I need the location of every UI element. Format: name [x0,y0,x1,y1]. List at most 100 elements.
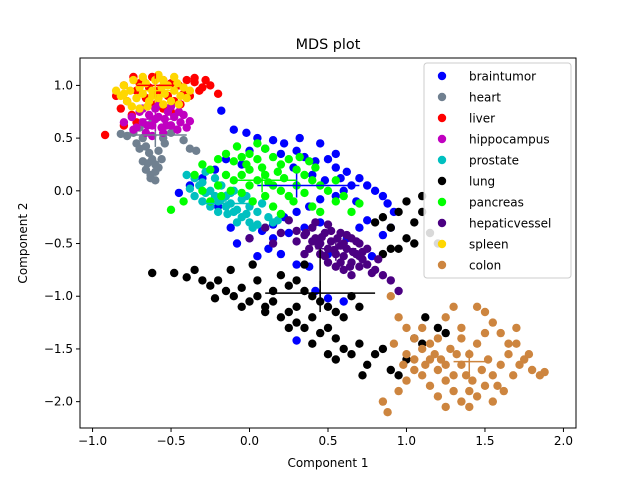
point-liver [195,86,204,95]
legend-marker [437,113,447,123]
point-spleen [159,100,168,109]
point-colon [425,339,435,348]
point-lung [284,307,293,317]
point-lung [339,313,348,322]
y-axis-label: Component 2 [16,202,30,283]
point-hepaticvessel [345,262,355,271]
point-pancreas [305,157,314,166]
point-colon [457,360,466,369]
point-heart [146,174,155,183]
point-prostate [213,207,223,217]
point-pancreas [268,152,278,162]
point-hepaticvessel [374,255,383,264]
point-prostate [253,207,262,217]
point-lung [253,276,262,285]
point-pancreas [276,209,286,219]
point-pancreas [253,155,262,164]
point-lung [386,244,395,253]
point-hippocampus [127,112,136,122]
point-braintumor [242,128,251,137]
point-hepaticvessel [292,237,301,246]
x-axis-ticks: −1.0 −0.5 0.0 0.5 1.0 1.5 2.0 [78,428,573,448]
point-prostate [242,209,251,219]
point-colon [449,371,458,380]
point-colon [512,339,521,348]
point-braintumor [276,249,286,259]
point-braintumor [316,195,325,204]
point-spleen [166,97,176,106]
point-pancreas [179,197,188,206]
point-lung [394,244,403,253]
point-pancreas [217,191,226,201]
legend-item-hippocampus: hippocampus [437,133,550,147]
x-tick-label: 1.0 [397,434,416,448]
point-colon [421,360,430,369]
point-lung [370,350,380,359]
point-lung [245,297,254,306]
point-lung [237,283,246,292]
point-colon [461,371,471,380]
point-colon [512,323,521,333]
legend-label: spleen [469,238,509,252]
point-braintumor [253,252,262,261]
point-hepaticvessel [339,252,348,261]
point-colon [477,365,486,375]
point-lung [182,273,191,282]
series-hepaticvessel [245,216,403,296]
point-colon [399,360,408,369]
series-pancreas [166,139,364,219]
point-hepaticvessel [342,230,351,240]
point-lung [170,268,179,278]
point-colon [465,386,474,396]
point-hepaticvessel [378,271,388,280]
point-colon [524,350,534,359]
x-tick-label: −0.5 [156,434,185,448]
point-braintumor [217,106,226,115]
point-lung [198,276,207,285]
point-prostate [257,199,267,208]
point-prostate [198,178,207,187]
point-lung [347,292,356,301]
point-hepaticvessel [370,265,380,275]
point-hepaticvessel [355,252,364,261]
point-braintumor [331,163,340,172]
point-lung [323,350,333,359]
point-spleen [159,75,168,85]
point-braintumor [226,223,235,232]
point-colon [457,397,466,406]
point-lung [402,197,411,206]
point-spleen [174,100,184,109]
point-lung [378,344,388,354]
point-lung [190,265,199,275]
legend-label: lung [469,175,495,189]
point-lung [441,328,450,338]
point-hippocampus [173,125,182,134]
legend-marker [437,71,447,81]
point-spleen [135,104,144,113]
x-tick-label: 1.5 [475,434,494,448]
point-pancreas [248,197,257,206]
point-hippocampus [144,110,154,120]
point-pancreas [198,160,207,169]
legend-item-lung: lung [437,175,495,189]
y-tick-label: 0.5 [54,131,73,145]
point-lung [213,276,223,285]
point-lung [402,234,411,243]
legend-label: colon [469,259,501,273]
point-pancreas [308,176,317,185]
point-lung [221,286,231,296]
point-pancreas [308,202,317,211]
point-heart [154,146,163,155]
point-heart [122,131,132,141]
point-hepaticvessel [363,260,372,269]
point-colon [504,339,513,348]
point-lung [292,302,301,311]
point-spleen [154,93,163,103]
point-colon [441,313,450,322]
point-lung [316,328,325,338]
point-hippocampus [119,118,129,127]
point-braintumor [355,174,364,183]
legend-item-braintumor: braintumor [437,70,536,84]
point-hepaticvessel [300,249,309,259]
